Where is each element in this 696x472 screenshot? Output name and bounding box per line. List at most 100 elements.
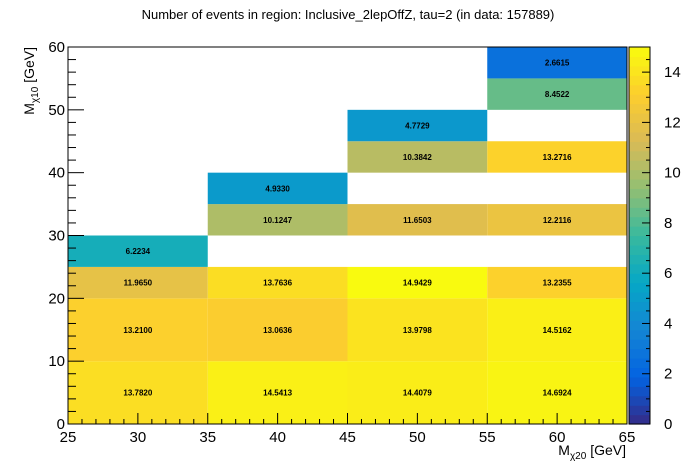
- palette-tick-label: 12: [664, 114, 681, 131]
- y-axis-title-unit: [GeV]: [21, 47, 37, 87]
- heatmap-cell: [207, 266, 348, 299]
- cell-value-label: 4.9330: [265, 184, 290, 193]
- palette-band: [629, 367, 650, 378]
- x-axis-title-sub: χ20: [570, 451, 587, 462]
- cell-value-label: 10.3842: [403, 153, 432, 162]
- x-tick-label: 40: [269, 429, 286, 446]
- cell-value-label: 11.9650: [124, 279, 153, 288]
- cell-value-label: 14.9429: [403, 279, 432, 288]
- palette-band: [629, 292, 650, 303]
- palette-band: [629, 112, 650, 123]
- palette-band: [629, 405, 650, 416]
- cell-value-label: 13.2355: [543, 279, 572, 288]
- y-tick-label: 50: [48, 102, 65, 119]
- y-tick-label: 60: [48, 39, 65, 56]
- x-axis-title-main: M: [558, 442, 570, 458]
- x-tick-label: 50: [409, 429, 426, 446]
- palette-band: [629, 310, 650, 321]
- heatmap-cell: [487, 141, 627, 173]
- cell-value-label: 6.2234: [126, 247, 151, 256]
- cell-value-label: 14.6924: [543, 389, 572, 398]
- heatmap-cell: [347, 109, 488, 142]
- cell-value-label: 8.4522: [545, 90, 570, 99]
- y-axis-title-main: M: [21, 103, 37, 115]
- y-axis-title-sub: χ10: [30, 86, 41, 103]
- palette-tick-label: 6: [664, 265, 672, 282]
- x-tick-label: 55: [479, 429, 496, 446]
- y-tick-label: 0: [57, 416, 65, 433]
- y-axis-title: Mχ10 [GeV]: [21, 47, 41, 115]
- x-tick-label: 60: [549, 429, 566, 446]
- cell-value-label: 2.6615: [545, 59, 570, 68]
- x-tick-label: 35: [199, 429, 216, 446]
- palette-tick-label: 8: [664, 215, 672, 232]
- heatmap-cell: [68, 298, 208, 362]
- y-tick-label: 10: [48, 353, 65, 370]
- palette-band: [629, 301, 650, 312]
- palette-band: [629, 235, 650, 246]
- palette-band: [629, 103, 650, 114]
- palette-band: [629, 395, 650, 406]
- palette-band: [629, 244, 650, 255]
- palette-band: [629, 263, 650, 274]
- heatmap-cell: [207, 298, 348, 362]
- palette-band: [629, 65, 650, 76]
- heatmap-cell: [487, 298, 627, 362]
- palette-band: [629, 376, 650, 387]
- palette-band: [629, 216, 650, 227]
- axes-layer: 25 30 35 40 45 50 55 60 65 0 10 20 30 40 50 60: [48, 39, 635, 446]
- palette-band: [629, 188, 650, 199]
- palette-band: [629, 84, 650, 95]
- palette-band: [629, 207, 650, 218]
- cell-value-label: 13.7636: [263, 279, 292, 288]
- palette-tick-label: 14: [664, 64, 681, 81]
- heatmap-cell: [347, 141, 488, 173]
- x-tick-label: 45: [339, 429, 356, 446]
- x-axis-title: Mχ20 [GeV]: [558, 442, 626, 462]
- heatmap-cell: [207, 204, 348, 236]
- palette-band: [629, 150, 650, 161]
- cell-value-label: 12.2116: [543, 216, 572, 225]
- palette-band: [629, 273, 650, 284]
- palette-band: [629, 169, 650, 180]
- palette-band: [629, 358, 650, 369]
- palette-band: [629, 131, 650, 142]
- chart-title: Number of events in region: Inclusive_2l…: [142, 7, 555, 22]
- palette-band: [629, 254, 650, 265]
- heatmap-cell: [487, 204, 627, 236]
- y-tick-label: 40: [48, 165, 65, 182]
- cell-value-label: 13.2100: [123, 326, 152, 335]
- palette-band: [629, 47, 650, 58]
- heatmap-cell: [487, 47, 627, 79]
- y-tick-label: 30: [48, 228, 65, 245]
- palette-band: [629, 226, 650, 237]
- heatmap-cell: [347, 204, 488, 236]
- heatmap-cell: [487, 266, 627, 299]
- heatmap-cell: [347, 266, 488, 299]
- palette-band: [629, 141, 650, 152]
- palette-band: [629, 75, 650, 86]
- cell-value-label: 14.5162: [543, 326, 572, 335]
- cell-value-label: 4.7729: [405, 122, 430, 131]
- palette-tick-label: 10: [664, 165, 681, 182]
- palette-band: [629, 329, 650, 340]
- x-tick-label: 30: [130, 429, 147, 446]
- palette-band: [629, 94, 650, 105]
- y-tick-label: 20: [48, 290, 65, 307]
- palette-band: [629, 178, 650, 189]
- palette-tick-label: 4: [664, 315, 672, 332]
- palette-band: [629, 197, 650, 208]
- cell-value-label: 13.7820: [123, 389, 152, 398]
- palette-band: [629, 160, 650, 171]
- palette-band: [629, 339, 650, 350]
- color-palette: 0 2 4 6 8 10 12 14: [628, 46, 681, 433]
- cells-layer: 13.7820 14.5413 14.4079 14.6924 13.2100 13.06…: [68, 47, 627, 424]
- palette-band: [629, 282, 650, 293]
- palette-band: [629, 348, 650, 359]
- cell-value-label: 11.6503: [403, 216, 432, 225]
- cell-value-label: 13.2716: [543, 153, 572, 162]
- heatmap-cell: [487, 78, 627, 110]
- cell-value-label: 10.1247: [263, 216, 292, 225]
- x-tick-label: 65: [619, 429, 636, 446]
